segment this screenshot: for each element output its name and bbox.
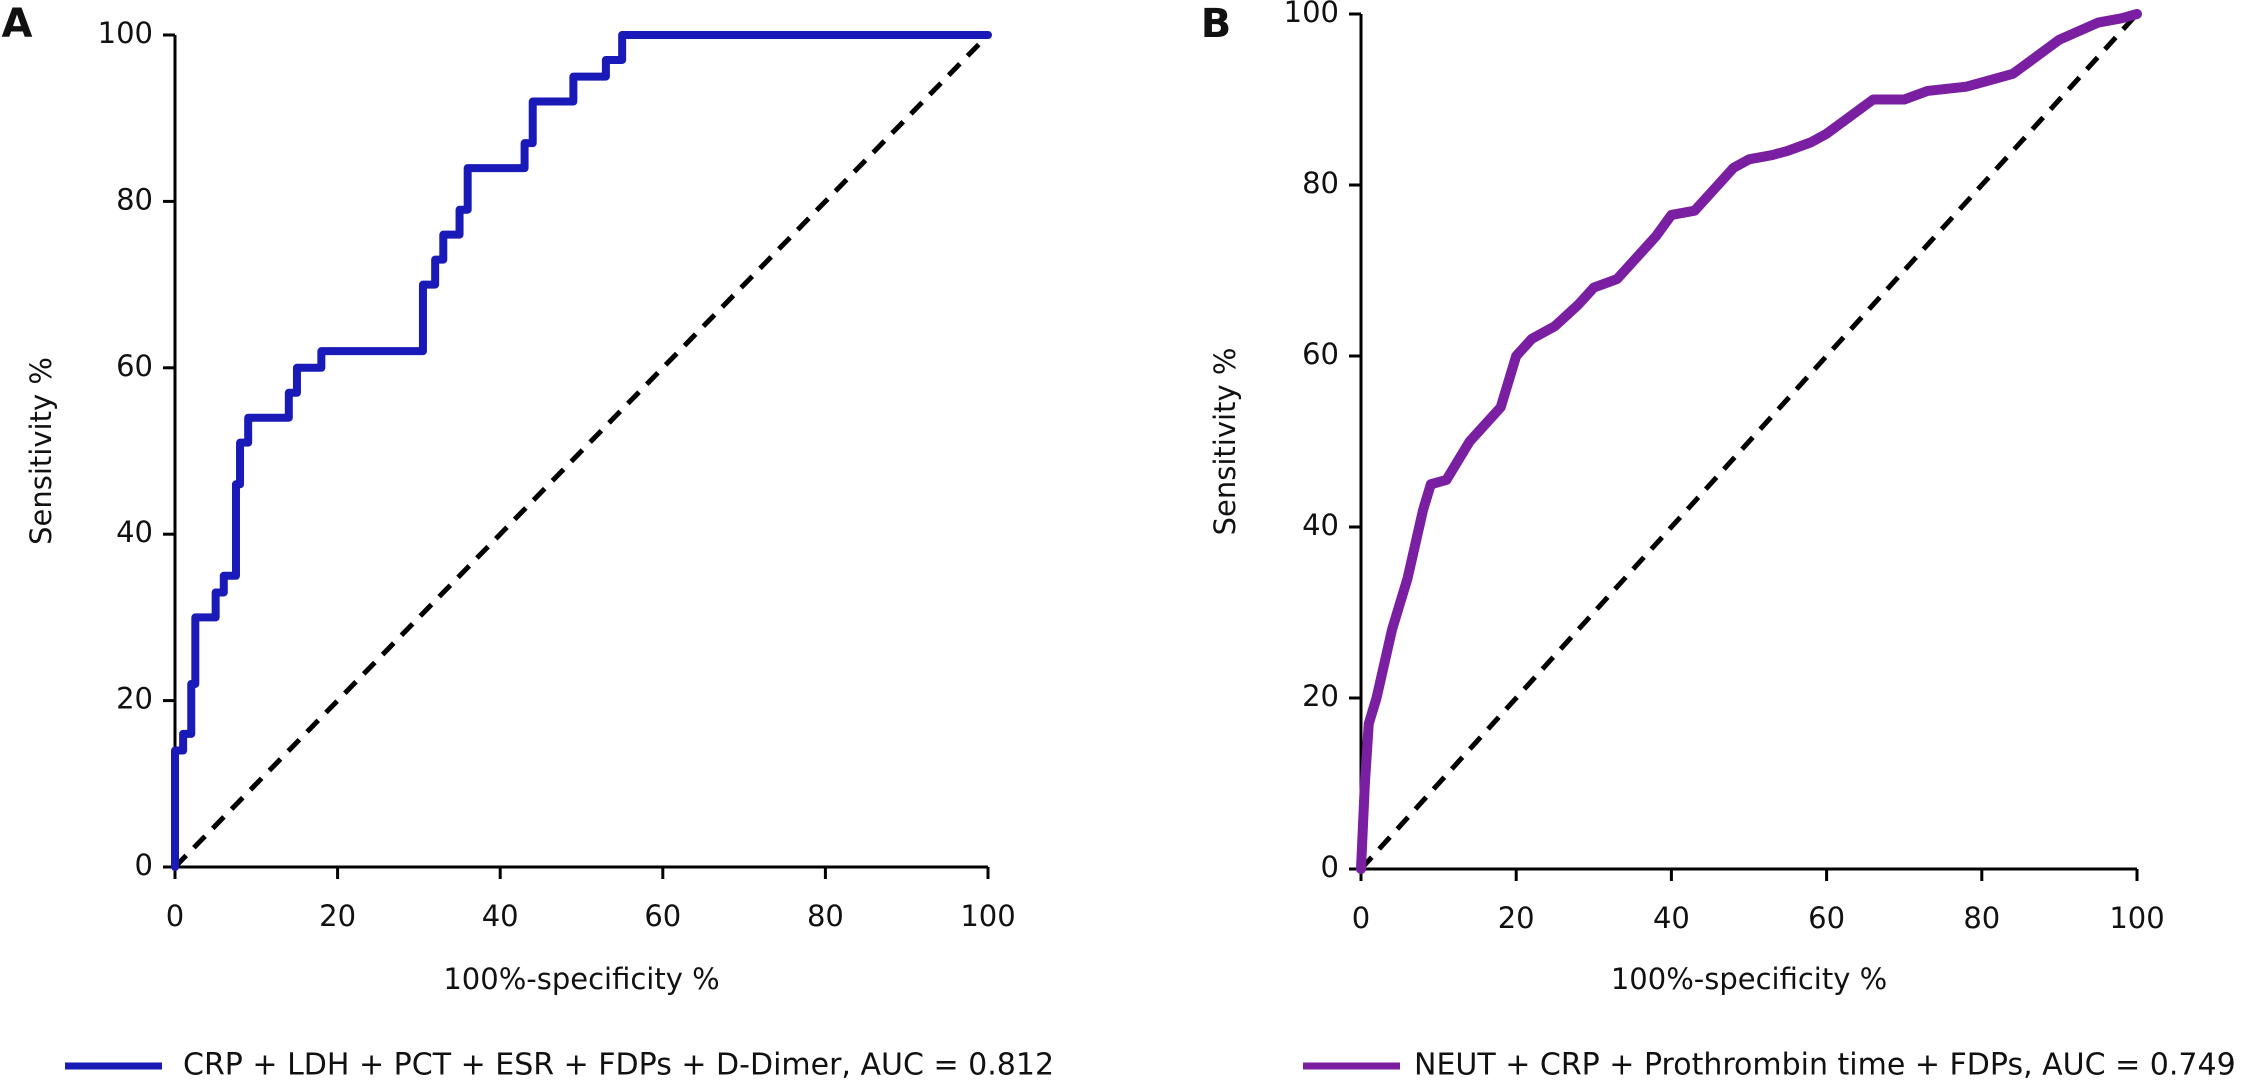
roc-curve <box>171 31 992 871</box>
y-axis-label: Sensitivity % <box>1208 348 1242 536</box>
x-axis-label: 100%-specificity % <box>1611 962 1887 996</box>
reference-line <box>1359 12 2139 871</box>
legend-label: NEUT + CRP + Prothrombin time + FDPs, AU… <box>1414 1048 2236 1083</box>
panel-label: A <box>2 1 33 47</box>
y-tick-label: 20 <box>116 682 153 716</box>
roc-curve <box>1356 9 2142 874</box>
x-tick-label: 80 <box>807 899 844 933</box>
y-tick-label: 0 <box>135 848 153 882</box>
x-tick-label: 40 <box>1653 901 1690 935</box>
y-tick-label: 0 <box>1321 850 1339 884</box>
y-tick-label: 80 <box>1302 166 1339 200</box>
y-tick-label: 60 <box>116 349 153 383</box>
x-tick-label: 0 <box>1352 901 1370 935</box>
y-tick-label: 60 <box>1302 337 1339 371</box>
legend-label: CRP + LDH + PCT + ESR + FDPs + D-Dimer, … <box>183 1048 1054 1083</box>
y-tick-label: 20 <box>1302 679 1339 713</box>
x-tick-label: 100 <box>2109 901 2164 935</box>
x-tick-label: 60 <box>644 899 681 933</box>
x-tick-label: 60 <box>1808 901 1845 935</box>
y-tick-label: 80 <box>116 182 153 216</box>
x-tick-label: 20 <box>319 899 356 933</box>
reference-line <box>173 33 990 869</box>
y-tick-label: 40 <box>1302 508 1339 542</box>
y-axis-label: Sensitivity % <box>24 357 58 545</box>
x-tick-label: 100 <box>960 899 1015 933</box>
panel-label: B <box>1201 1 1232 47</box>
x-tick-label: 80 <box>1963 901 2000 935</box>
x-tick-label: 0 <box>166 899 184 933</box>
x-tick-label: 20 <box>1498 901 1535 935</box>
x-axis-label: 100%-specificity % <box>443 962 719 996</box>
x-tick-label: 40 <box>482 899 519 933</box>
y-tick-label: 100 <box>98 16 153 50</box>
y-tick-label: 100 <box>1284 0 1339 29</box>
y-tick-label: 40 <box>116 515 153 549</box>
